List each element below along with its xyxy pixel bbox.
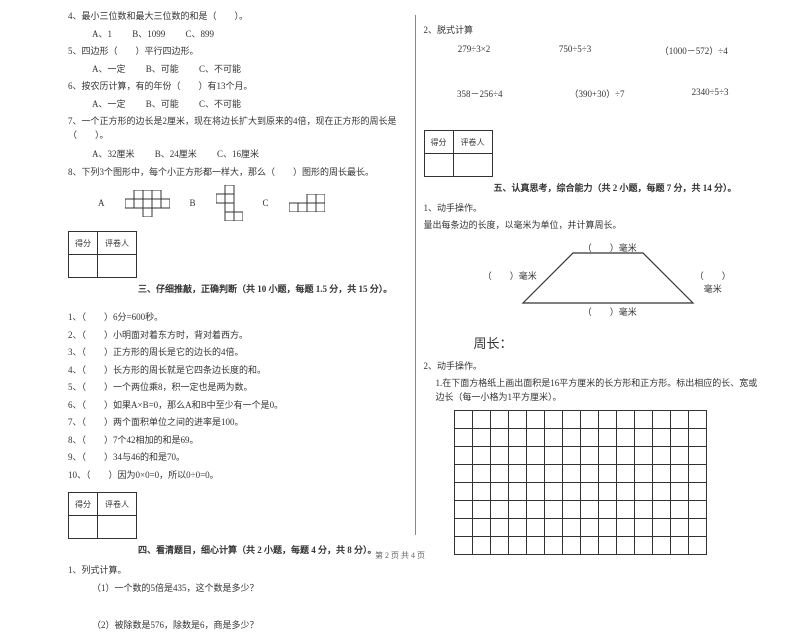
grader-blank <box>97 254 137 278</box>
score-box-5: 得分 评卷人 <box>424 130 763 154</box>
q4-opt-a: A、1 <box>92 29 112 39</box>
judge-4: 4、（ ）长方形的周长就是它四条边长度的和。 <box>68 364 407 378</box>
task-1-desc: 量出每条边的长度，以毫米为单位，并计算周长。 <box>424 219 763 233</box>
judge-2: 2、（ ）小明面对着东方时，背对着西方。 <box>68 329 407 343</box>
side-right: （ ）毫米 <box>693 269 733 295</box>
expr-3: （1000－572）÷4 <box>660 44 728 57</box>
expr-6: 2340÷5÷3 <box>692 87 729 100</box>
calc-1b: （2）被除数是576，除数是6，商是多少？ <box>68 619 407 633</box>
section-3-title: 三、仔细推敲，正确判断（共 10 小题，每题 1.5 分，共 15 分）。 <box>138 282 407 295</box>
score-box-5-blank <box>424 153 763 177</box>
judge-3: 3、（ ）正方形的周长是它的边长的4倍。 <box>68 346 407 360</box>
question-7: 7、一个正方形的边长是2厘米，现在将边长扩大到原来的4倍，现在正方形的周长是（ … <box>68 115 407 142</box>
question-5: 5、四边形（ ）平行四边形。 <box>68 45 407 59</box>
score-box-3-blank <box>68 254 407 278</box>
grader-blank-5 <box>453 153 493 177</box>
q4-options: A、1 B、1099 C、899 <box>68 28 407 42</box>
score-cell: 得分 <box>68 231 98 255</box>
section-5-title: 五、认真思考，综合能力（共 2 小题，每题 7 分，共 14 分）。 <box>494 181 763 194</box>
judge-10: 10、（ ）因为0×0=0，所以0÷0=0。 <box>68 469 407 483</box>
q5-opt-c: C、不可能 <box>199 64 241 74</box>
q7-opt-b: B、24厘米 <box>155 149 197 159</box>
left-column: 4、最小三位数和最大三位数的和是（ ）。 A、1 B、1099 C、899 5、… <box>60 10 415 525</box>
side-top: （ ）毫米 <box>583 241 637 254</box>
expr-2: 750÷5÷3 <box>559 44 591 57</box>
q5-opt-b: B、可能 <box>146 64 179 74</box>
judge-1: 1、（ ）6分=600秒。 <box>68 311 407 325</box>
shape-b-label: B <box>190 198 196 208</box>
question-4: 4、最小三位数和最大三位数的和是（ ）。 <box>68 10 407 24</box>
shape-options: A B C <box>98 185 407 221</box>
score-box-4: 得分 评卷人 <box>68 492 407 516</box>
side-left: （ ）毫米 <box>483 269 537 282</box>
judge-7: 7、（ ）两个面积单位之间的进率是100。 <box>68 416 407 430</box>
task-2-desc: 1.在下面方格纸上画出面积是16平方厘米的长方形和正方形。标出相应的长、宽或边长… <box>424 377 763 404</box>
calc-row-2: 358－256÷4 （390+30）÷7 2340÷5÷3 <box>424 87 763 100</box>
calc-1a: （1）一个数的5倍是435，这个数是多少？ <box>68 582 407 596</box>
grader-cell-4: 评卷人 <box>97 492 137 516</box>
shape-b <box>216 185 243 221</box>
question-6: 6、按农历计算，有的年份（ ）有13个月。 <box>68 80 407 94</box>
expr-5: （390+30）÷7 <box>570 87 625 100</box>
q7-opt-c: C、16厘米 <box>217 149 259 159</box>
question-8: 8、下列3个图形中，每个小正方形都一样大，那么（ ）图形的周长最长。 <box>68 166 407 180</box>
grader-blank-4 <box>97 515 137 539</box>
judge-8: 8、（ ）7个42相加的和是69。 <box>68 434 407 448</box>
perimeter-label: 周长： <box>474 333 763 352</box>
shape-a-label: A <box>98 198 105 208</box>
shape-a <box>125 190 170 217</box>
calc-2: 2、脱式计算 <box>424 24 763 38</box>
score-blank-4 <box>68 515 98 539</box>
q4-opt-b: B、1099 <box>132 29 165 39</box>
q6-options: A、一定 B、可能 C、不可能 <box>68 98 407 112</box>
judge-6: 6、（ ）如果A×B=0，那么A和B中至少有一个是0。 <box>68 399 407 413</box>
judge-5: 5、（ ）一个两位乘8，积一定也是两为数。 <box>68 381 407 395</box>
score-cell-5: 得分 <box>424 130 454 154</box>
q5-options: A、一定 B、可能 C、不可能 <box>68 63 407 77</box>
expr-4: 358－256÷4 <box>457 87 502 100</box>
side-bottom: （ ）毫米 <box>583 305 637 318</box>
trapezoid-figure: （ ）毫米 （ ）毫米 （ ）毫米 （ ）毫米 <box>493 243 693 323</box>
q4-opt-c: C、899 <box>186 29 215 39</box>
page-footer: 第 2 页 共 4 页 <box>0 550 800 561</box>
shape-c-label: C <box>263 198 269 208</box>
grader-cell-5: 评卷人 <box>453 130 493 154</box>
score-box-3: 得分 评卷人 <box>68 231 407 255</box>
calc-row-1: 279÷3×2 750÷5÷3 （1000－572）÷4 <box>424 44 763 57</box>
q6-opt-b: B、可能 <box>146 99 179 109</box>
expr-1: 279÷3×2 <box>458 44 491 57</box>
score-blank-5 <box>424 153 454 177</box>
score-cell-4: 得分 <box>68 492 98 516</box>
q7-options: A、32厘米 B、24厘米 C、16厘米 <box>68 148 407 162</box>
score-blank <box>68 254 98 278</box>
q5-opt-a: A、一定 <box>92 64 126 74</box>
task-1: 1、动手操作。 <box>424 202 763 216</box>
calc-1: 1、列式计算。 <box>68 564 407 578</box>
shape-c <box>289 194 325 212</box>
task-2: 2、动手操作。 <box>424 360 763 374</box>
right-column: 2、脱式计算 279÷3×2 750÷5÷3 （1000－572）÷4 358－… <box>416 10 771 525</box>
grid-paper <box>454 410 707 555</box>
score-box-4-blank <box>68 515 407 539</box>
q7-opt-a: A、32厘米 <box>92 149 135 159</box>
q6-opt-a: A、一定 <box>92 99 126 109</box>
judge-9: 9、（ ）34与46的和是70。 <box>68 451 407 465</box>
grader-cell: 评卷人 <box>97 231 137 255</box>
q6-opt-c: C、不可能 <box>199 99 241 109</box>
